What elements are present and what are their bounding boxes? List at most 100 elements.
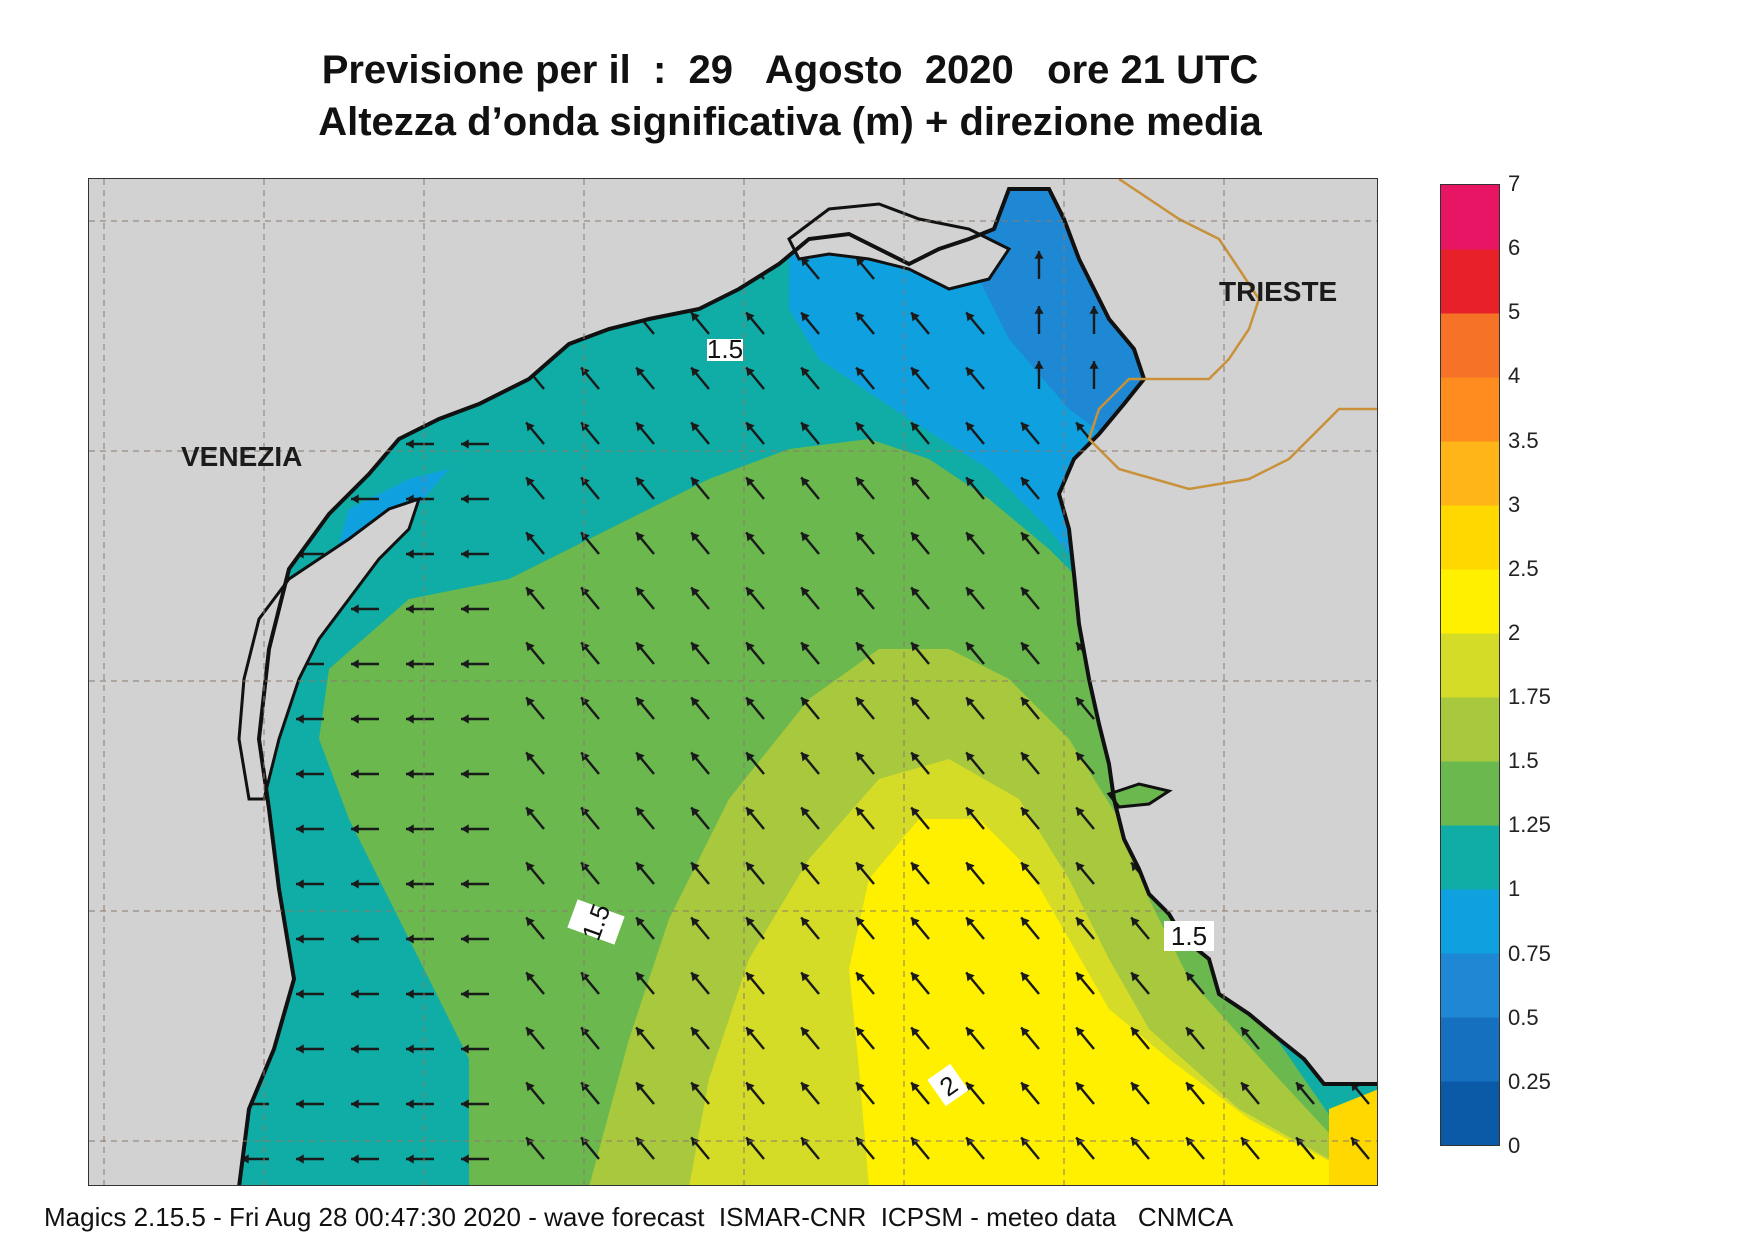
direction-arrow-head — [911, 752, 920, 762]
colorbar-tick-label: 1 — [1508, 876, 1521, 902]
colorbar-segment — [1441, 441, 1499, 506]
direction-arrow-head — [461, 714, 469, 724]
direction-arrow-head — [461, 879, 469, 889]
direction-arrow-head — [636, 1137, 645, 1147]
grado-lagoon-land — [787, 202, 1012, 291]
direction-arrow-head — [461, 659, 469, 669]
direction-arrow-head — [461, 439, 469, 449]
direction-arrow-head — [691, 752, 700, 762]
direction-arrow-head — [856, 422, 865, 432]
direction-arrow-head — [691, 1137, 700, 1147]
direction-arrow-head — [296, 1099, 304, 1109]
colorbar-tick-label: 0.5 — [1508, 1004, 1539, 1030]
direction-arrow-head — [1021, 532, 1030, 542]
direction-arrow-head — [351, 1044, 359, 1054]
direction-arrow-head — [461, 769, 469, 779]
direction-arrow-head — [966, 1137, 975, 1147]
direction-arrow-head — [1186, 1082, 1195, 1092]
colorbar-tick-label: 1.75 — [1508, 684, 1551, 710]
direction-arrow-head — [856, 642, 865, 652]
direction-arrow-head — [351, 1099, 359, 1109]
direction-arrow-head — [1021, 477, 1030, 487]
direction-arrow-head — [636, 697, 645, 707]
direction-arrow-head — [461, 1099, 469, 1109]
direction-arrow-head — [746, 1137, 755, 1147]
direction-arrow-head — [801, 1027, 810, 1037]
direction-arrow-head — [406, 824, 414, 834]
direction-arrow-head — [1076, 1137, 1085, 1147]
direction-arrow-head — [691, 642, 700, 652]
direction-arrow-head — [746, 587, 755, 597]
direction-arrow-head — [1131, 1082, 1140, 1092]
direction-arrow-head — [856, 752, 865, 762]
direction-arrow-head — [1076, 642, 1085, 652]
colorbar-tick-label: 1.5 — [1508, 748, 1539, 774]
direction-arrow-head — [1131, 917, 1140, 927]
direction-arrow-head — [581, 367, 590, 377]
direction-arrow-head — [461, 604, 469, 614]
direction-arrow-head — [461, 989, 469, 999]
direction-arrow-head — [911, 477, 920, 487]
direction-arrow-head — [1021, 807, 1030, 817]
direction-arrow-head — [966, 312, 975, 322]
direction-arrow-head — [351, 934, 359, 944]
direction-arrow-head — [801, 367, 810, 377]
colorbar-labels: 0 0.25 0.5 0.75 1 1.25 1.5 1.75 2 2.5 3 3.5 4 5 6 7 — [1508, 171, 1608, 1158]
direction-arrow-head — [966, 477, 975, 487]
direction-arrow-head — [911, 587, 920, 597]
direction-arrow-head — [406, 1044, 414, 1054]
direction-arrow-head — [296, 934, 304, 944]
direction-arrow-head — [296, 824, 304, 834]
direction-arrow-head — [406, 769, 414, 779]
direction-arrow-head — [746, 917, 755, 927]
direction-arrow-head — [1089, 306, 1099, 314]
direction-arrow-head — [1021, 1027, 1030, 1037]
place-label-trieste: TRIESTE — [1219, 276, 1337, 307]
direction-arrow-head — [1034, 361, 1044, 369]
colorbar-segment — [1441, 185, 1499, 250]
direction-arrow-head — [406, 989, 414, 999]
direction-arrow-head — [461, 1044, 469, 1054]
direction-arrow-head — [461, 1154, 469, 1164]
direction-arrow-head — [911, 367, 920, 377]
direction-arrow-head — [1076, 697, 1085, 707]
direction-arrow-head — [691, 917, 700, 927]
direction-arrow-head — [691, 862, 700, 872]
direction-arrow-head — [1021, 752, 1030, 762]
contour-label-1.5-north: 1.5 — [707, 334, 743, 364]
footer-credits: Magics 2.15.5 - Fri Aug 28 00:47:30 2020… — [44, 1202, 1234, 1232]
direction-arrow-head — [856, 257, 865, 267]
direction-arrow-head — [526, 477, 535, 487]
colorbar-segment — [1441, 1017, 1499, 1082]
direction-arrow-head — [746, 422, 755, 432]
place-label-venezia: VENEZIA — [181, 441, 302, 472]
direction-arrow-head — [1076, 862, 1085, 872]
direction-arrow-head — [966, 697, 975, 707]
colorbar-tick-label: 1.25 — [1508, 812, 1551, 838]
direction-arrow-head — [526, 422, 535, 432]
direction-arrow-head — [856, 807, 865, 817]
title-line-1: Previsione per il : 29 Agosto 2020 ore 2… — [321, 48, 1259, 92]
direction-arrow-head — [1186, 1027, 1195, 1037]
colorbar-segment — [1441, 825, 1499, 890]
direction-arrow-head — [636, 972, 645, 982]
colorbar-tick-label: 0.75 — [1508, 940, 1551, 966]
direction-arrow-head — [966, 807, 975, 817]
direction-arrow-head — [1131, 862, 1140, 872]
direction-arrow-head — [406, 1099, 414, 1109]
colorbar-segment — [1441, 1081, 1499, 1145]
direction-arrow-head — [1021, 1137, 1030, 1147]
colorbar-tick-label: 5 — [1508, 299, 1521, 325]
direction-arrow-head — [241, 1154, 249, 1164]
direction-arrow-head — [856, 367, 865, 377]
direction-arrow-head — [461, 494, 469, 504]
direction-arrow-head — [636, 752, 645, 762]
direction-arrow-head — [526, 1137, 535, 1147]
direction-arrow-head — [691, 1027, 700, 1037]
direction-arrow-head — [296, 714, 304, 724]
direction-arrow-head — [526, 917, 535, 927]
direction-arrow-head — [526, 862, 535, 872]
direction-arrow-head — [296, 989, 304, 999]
colorbar-segment — [1441, 505, 1499, 570]
direction-arrow-head — [1351, 1137, 1360, 1147]
